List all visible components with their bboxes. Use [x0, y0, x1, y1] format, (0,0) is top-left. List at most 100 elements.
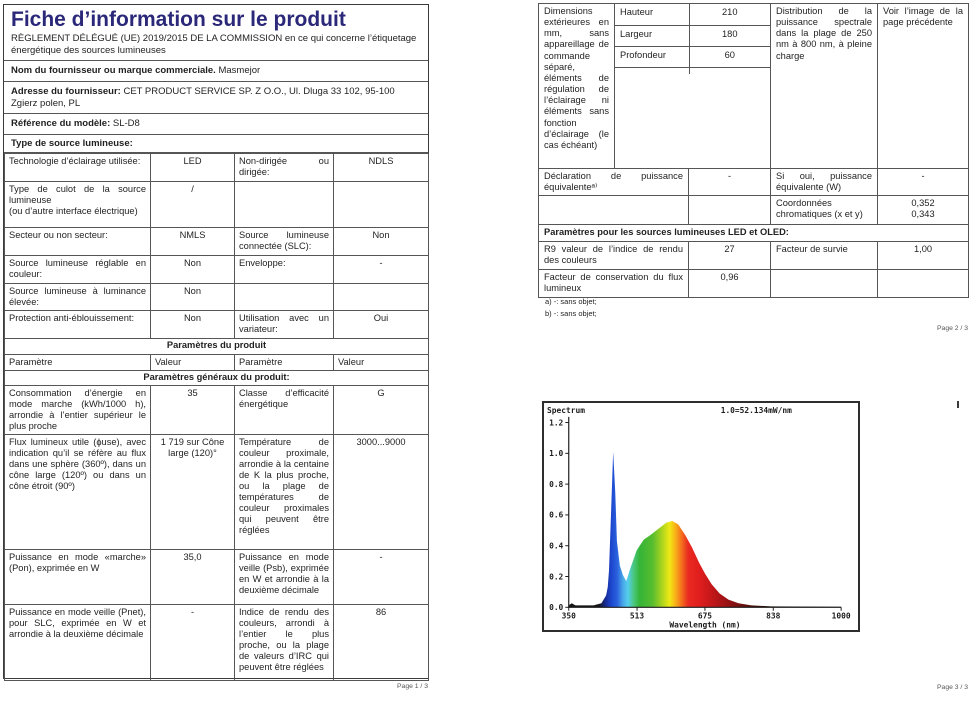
param-value: Non [150, 310, 235, 340]
svg-text:0.6: 0.6 [549, 511, 563, 520]
chromaticity-label: Coordonnées chromatiques (x et y) [770, 195, 878, 226]
page-edge-mark [957, 401, 959, 408]
param-value: - [150, 604, 235, 682]
param-label: Puissance en mode «marche» (Pon), exprim… [4, 549, 151, 606]
param-label [234, 181, 334, 229]
equivalent-power-value: - [688, 167, 771, 197]
param-label: Source lumineuse à luminance élevée: [4, 283, 151, 312]
params-section-header: Paramètres du produit [4, 338, 429, 356]
page1-footer: Page 1 / 3 [397, 683, 428, 690]
param-value: NDLS [333, 153, 429, 183]
param-value: / [150, 181, 235, 229]
table-row: Type de culot de la source lumineuse (ou… [4, 181, 429, 229]
svg-text:0.8: 0.8 [549, 480, 563, 489]
param-value: Non [150, 255, 235, 285]
param-label: Indice de rendu des couleurs, arrondi à … [234, 604, 334, 682]
param-label: Non-dirigée ou dirigée: [234, 153, 334, 183]
table-row: Source lumineuse à luminance élevée: Non [4, 283, 429, 312]
supplier-value: Masmejor [218, 64, 261, 76]
svg-text:1.0=52.134mW/nm: 1.0=52.134mW/nm [721, 406, 792, 415]
param-value: 35 [150, 385, 235, 436]
dimension-name: Hauteur [615, 4, 690, 26]
param-value: LED [150, 153, 235, 183]
dimensions-row: Dimensions extérieures en mm, sans appar… [538, 3, 969, 169]
equivalent-power-row: Déclaration de puissance équivalenteᵃ⁾ -… [538, 167, 969, 197]
if-yes-value: - [877, 167, 969, 197]
svg-text:1000: 1000 [832, 612, 851, 621]
table-row: Protection anti-éblouissement: Non Utili… [4, 310, 429, 340]
table-row: Source lumineuse réglable en couleur: No… [4, 255, 429, 285]
table-row: Technologie d’éclairage utilisée: LED No… [4, 153, 429, 183]
param-value: G [333, 385, 429, 436]
param-label: Enveloppe: [234, 255, 334, 285]
supplier-label: Nom du fournisseur ou marque commerciale… [11, 64, 216, 76]
param-value: 3000...9000 [333, 434, 429, 551]
param-value: Non [150, 283, 235, 312]
page2-footer: Page 2 / 3 [937, 325, 968, 332]
svg-text:350: 350 [562, 612, 576, 621]
svg-text:0.0: 0.0 [549, 603, 563, 612]
svg-text:675: 675 [698, 612, 712, 621]
dimensions-subtable-cell: Hauteur 210 Largeur 180 Profondeur 60 [614, 3, 771, 169]
chromaticity-value: 0,352 0,343 [877, 195, 969, 226]
param-label: Source lumineuse réglable en couleur: [4, 255, 151, 285]
chromaticity-row: Coordonnées chromatiques (x et y) 0,352 … [538, 195, 969, 226]
general-section-header: Paramètres généraux du produit: [4, 370, 429, 387]
page1-header: Fiche d’information sur le produit RÈGLE… [4, 5, 428, 61]
model-label: Référence du modèle: [11, 118, 111, 130]
table-row: Hauteur 210 [615, 4, 770, 26]
svg-text:0.2: 0.2 [549, 572, 563, 581]
lumen-maintenance-row: Facteur de conservation du flux lumineux… [538, 268, 969, 298]
param-value [333, 181, 429, 229]
spectral-distribution-value: Voir l’image de la page précédente [877, 3, 969, 169]
column-header-row: Paramètre Valeur Paramètre Valeur [4, 354, 429, 372]
product-parameters-table: Technologie d’éclairage utilisée: LED No… [4, 153, 429, 682]
table-row: Flux lumineux utile (ϕuse), avec indicat… [4, 434, 429, 551]
led-oled-header-row: Paramètres pour les sources lumineuses L… [538, 224, 969, 243]
spectrum-svg: 350 513 675 838 1000 0.0 0.2 0.4 0.6 0.8 1.0 1.2 Spe… [547, 406, 851, 630]
param-value: Non [333, 227, 429, 257]
table-row: Secteur ou non secteur: NMLS Source lumi… [4, 227, 429, 257]
col-header: Paramètre [4, 354, 151, 372]
col-header: Valeur [333, 354, 429, 372]
type-section-header: Type de source lumineuse: [4, 135, 428, 154]
param-value: 35,0 [150, 549, 235, 606]
param-value: Oui [333, 310, 429, 340]
svg-text:838: 838 [766, 612, 780, 621]
param-value: NMLS [150, 227, 235, 257]
if-yes-label: Si oui, puissance équivalente (W) [770, 167, 878, 197]
svg-text:0.4: 0.4 [549, 541, 563, 550]
page-title: Fiche d’information sur le produit [11, 8, 346, 31]
dimension-name: Largeur [615, 25, 690, 47]
table-row: Consommation d’énergie en mode marche (k… [4, 385, 429, 436]
col-header: Paramètre [234, 354, 334, 372]
address-label: Adresse du fournisseur: [11, 85, 121, 97]
param-value: - [333, 549, 429, 606]
svg-text:Spectrum: Spectrum [547, 406, 585, 415]
param-value: 1 719 sur Cône large (120)° [150, 434, 235, 551]
table-row: Profondeur 60 [615, 46, 770, 68]
param-value: 86 [333, 604, 429, 682]
param-label: Type de culot de la source lumineuse (ou… [4, 181, 151, 229]
led-oled-header: Paramètres pour les sources lumineuses L… [538, 224, 969, 243]
svg-text:1.2: 1.2 [549, 418, 563, 427]
filler-row [615, 67, 770, 74]
param-label: Source lumineuse connectée (SLC): [234, 227, 334, 257]
survival-factor-label: Facteur de survie [770, 241, 878, 270]
param-label: Puissance en mode veille (Pnet), pour SL… [4, 604, 151, 682]
table-row: Puissance en mode «marche» (Pon), exprim… [4, 549, 429, 606]
lumen-maintenance-value: 0,96 [688, 268, 771, 298]
dimension-value: 60 [689, 46, 770, 68]
dimension-value: 180 [689, 25, 770, 47]
table-row: Puissance en mode veille (Pnet), pour SL… [4, 604, 429, 682]
col-header: Valeur [150, 354, 235, 372]
param-label [234, 283, 334, 312]
page-2-sheet: Dimensions extérieures en mm, sans appar… [538, 3, 969, 298]
footnotes: a) -: sans objet; b) -: sans objet; [545, 296, 597, 320]
param-label: Classe d’efficacité énergétique [234, 385, 334, 436]
survival-factor-value: 1,00 [877, 241, 969, 270]
dimensions-subtable: Hauteur 210 Largeur 180 Profondeur 60 [615, 4, 770, 74]
footnote-b: b) -: sans objet; [545, 309, 597, 318]
page2-table: Dimensions extérieures en mm, sans appar… [538, 3, 969, 298]
footnote-a: a) -: sans objet; [545, 297, 597, 306]
